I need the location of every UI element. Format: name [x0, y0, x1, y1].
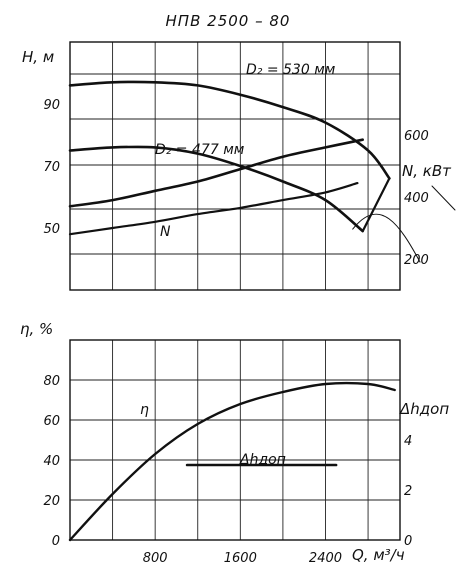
efficiency-tick-label: 0	[52, 534, 60, 549]
lower-plot-frame	[69, 339, 401, 541]
upper-plot-frame	[69, 41, 401, 291]
efficiency-tick-label: 60	[43, 414, 60, 429]
series-label-power: N	[160, 224, 171, 240]
efficiency-axis-title: η, %	[20, 320, 53, 338]
power-tick-label: 400	[404, 191, 429, 206]
npsh-tick-label: 2	[404, 484, 412, 499]
series-head-d530	[68, 80, 391, 180]
npsh-tick-label: 4	[404, 434, 412, 449]
x-axis-title: Q, м³/ч	[352, 546, 405, 564]
series-head-d477	[68, 145, 364, 233]
series-label-d477: D₂ = 477 мм	[155, 142, 245, 158]
npsh-tick-label: 0	[404, 534, 412, 549]
series-label-efficiency: η	[140, 402, 149, 418]
series-efficiency	[68, 381, 396, 542]
series-power-n	[68, 138, 364, 208]
head-tick-label: 50	[43, 222, 60, 237]
power-axis-pointer	[352, 213, 421, 263]
series-label-d530: D₂ = 530 мм	[246, 62, 336, 78]
power-axis-title: N, кВт	[402, 162, 452, 180]
power-axis-pointer	[431, 185, 456, 211]
head-tick-label: 70	[43, 160, 60, 175]
efficiency-tick-label: 40	[43, 454, 60, 469]
operating-range-bracket	[361, 177, 391, 233]
series-power-reduced	[68, 182, 359, 236]
chart-title: НПВ 2500 – 80	[166, 12, 291, 30]
power-tick-label: 600	[404, 129, 429, 144]
x-tick-label: 1600	[224, 551, 257, 566]
efficiency-tick-label: 80	[43, 374, 60, 389]
x-tick-label: 2400	[309, 551, 342, 566]
series	[68, 80, 456, 542]
head-tick-label: 90	[43, 98, 60, 113]
efficiency-tick-label: 20	[43, 494, 60, 509]
head-axis-title: H, м	[22, 48, 54, 66]
npsh-axis-title: Δhдоп	[399, 400, 449, 418]
series-label-npsh: Δhдоп	[239, 452, 286, 468]
x-tick-label: 800	[143, 551, 168, 566]
power-tick-label: 200	[404, 253, 429, 268]
